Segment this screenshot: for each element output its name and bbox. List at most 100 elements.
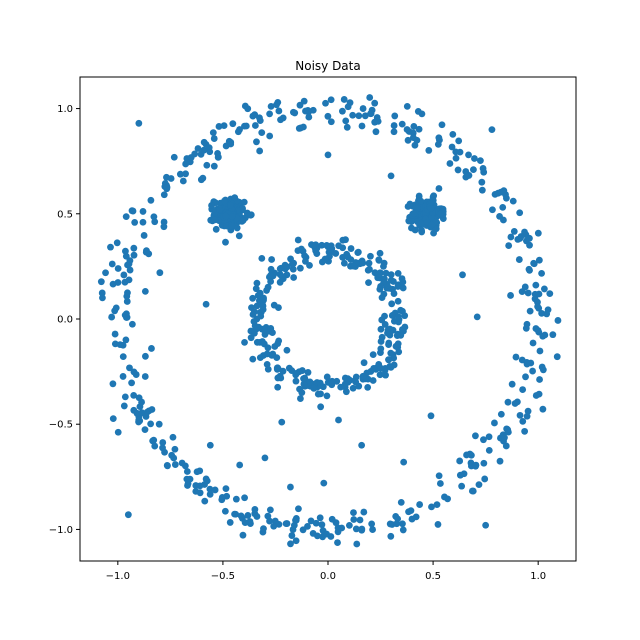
data-point	[350, 516, 358, 523]
data-point	[372, 128, 380, 136]
data-point	[359, 259, 367, 267]
data-point	[163, 183, 171, 191]
data-point	[316, 514, 324, 522]
data-point	[276, 265, 284, 273]
data-point	[472, 461, 480, 469]
data-point	[263, 350, 271, 358]
data-point	[236, 461, 244, 469]
data-point	[339, 107, 346, 115]
data-point	[123, 292, 131, 300]
data-point	[455, 137, 463, 145]
data-point	[480, 168, 488, 176]
data-point	[496, 212, 503, 220]
y-tick-label: 0.0	[57, 315, 73, 326]
chart-title: Noisy Data	[295, 59, 360, 73]
data-point	[320, 479, 328, 487]
data-point	[410, 123, 418, 130]
plot-frame	[79, 76, 577, 562]
data-point	[416, 501, 424, 508]
data-point	[264, 283, 272, 291]
data-point	[306, 378, 314, 386]
data-point	[425, 147, 433, 154]
data-point	[192, 482, 200, 489]
data-point	[301, 252, 308, 260]
data-point	[130, 251, 138, 259]
data-point	[231, 194, 239, 202]
data-point	[241, 519, 249, 527]
data-point	[203, 477, 211, 485]
data-point	[530, 260, 538, 268]
data-point	[288, 532, 296, 539]
data-point	[468, 487, 476, 495]
data-point	[390, 290, 398, 297]
data-point	[263, 360, 271, 368]
data-point	[360, 359, 368, 367]
data-point	[412, 513, 420, 521]
data-point	[293, 369, 301, 377]
data-point	[241, 338, 248, 346]
data-point	[394, 515, 402, 523]
data-point	[196, 489, 204, 497]
data-point	[256, 289, 264, 297]
data-point	[178, 459, 186, 467]
data-point	[126, 266, 134, 274]
data-point	[436, 480, 444, 487]
data-point	[119, 353, 127, 360]
data-point	[221, 507, 229, 515]
data-point	[524, 289, 532, 297]
data-point	[375, 270, 383, 278]
data-point	[167, 175, 175, 182]
data-point	[489, 206, 496, 214]
data-point	[367, 110, 374, 118]
data-point	[364, 266, 372, 274]
data-point	[113, 239, 121, 247]
data-point	[417, 219, 425, 227]
data-point	[347, 245, 355, 252]
data-point	[350, 509, 357, 516]
data-point	[267, 325, 275, 332]
data-point	[138, 409, 146, 417]
data-point	[130, 244, 138, 252]
data-point	[534, 229, 542, 237]
data-point	[130, 391, 138, 399]
data-point	[400, 458, 408, 466]
data-point	[516, 411, 524, 419]
data-point	[300, 375, 307, 383]
data-point	[182, 170, 189, 178]
data-point	[250, 318, 258, 325]
data-point	[397, 306, 405, 314]
data-point	[459, 271, 466, 279]
data-point	[223, 222, 231, 230]
data-point	[504, 398, 512, 406]
data-point	[194, 145, 202, 152]
data-point	[226, 519, 234, 526]
data-point	[139, 218, 147, 226]
data-point	[458, 482, 466, 490]
data-point	[353, 540, 361, 548]
data-point	[534, 327, 542, 334]
data-point	[108, 260, 116, 268]
data-point	[283, 520, 291, 527]
data-point	[239, 216, 247, 224]
data-point	[292, 516, 299, 524]
data-point	[159, 444, 166, 452]
data-point	[151, 442, 159, 450]
data-point	[112, 304, 120, 312]
data-point	[338, 524, 346, 532]
data-point	[314, 390, 322, 398]
data-point	[211, 486, 219, 494]
data-point	[240, 198, 248, 206]
data-point	[505, 242, 513, 249]
data-point	[111, 330, 119, 338]
data-point	[232, 495, 240, 503]
data-point	[143, 408, 151, 416]
data-point	[488, 126, 496, 134]
data-point	[478, 178, 486, 186]
data-point	[390, 122, 398, 129]
data-point	[210, 135, 218, 142]
data-point	[109, 280, 117, 288]
data-point	[256, 114, 263, 122]
data-point	[397, 498, 405, 506]
data-point	[244, 105, 252, 113]
